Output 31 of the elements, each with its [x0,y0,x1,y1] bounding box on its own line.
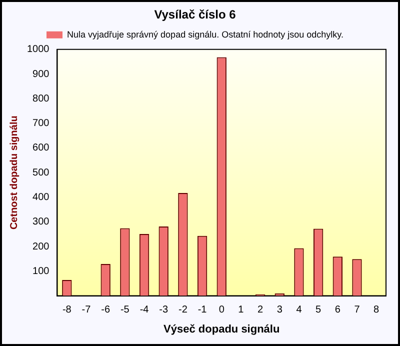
x-tick-label: -2 [178,304,188,316]
y-tick-label: 400 [32,192,50,203]
x-axis-title: Výseč dopadu signálu [164,323,280,336]
y-tick-label: 600 [32,142,50,154]
x-tick-label: -7 [82,304,92,316]
x-tick-label: -3 [159,304,168,316]
y-tick-label: 200 [32,241,50,252]
x-tick-label: 3 [276,304,283,316]
x-tick-label: 6 [334,304,341,316]
x-tick-label: 1 [238,304,244,316]
x-tick-label: 4 [296,304,302,316]
y-tick-label: 700 [32,118,50,130]
x-tick-label: 7 [354,304,360,316]
y-tick-label: 1000 [26,44,50,56]
x-tick-label: -1 [198,304,208,316]
x-tick-label: -5 [120,304,130,316]
y-tick-label: 900 [32,68,50,80]
y-axis-title: Cetnost dopadu signálu [8,116,20,230]
chart-title: Vysílač číslo 6 [154,8,236,22]
x-tick-label: 5 [316,304,322,316]
x-tick-label: -4 [140,304,150,316]
x-tick-label: 0 [218,304,225,316]
x-tick-label: -6 [101,304,110,316]
y-tick-label: 500 [32,167,50,178]
y-tick-label: 100 [32,266,50,277]
y-tick-label: 300 [32,216,50,228]
y-tick-label: 800 [32,93,50,104]
x-tick-label: 8 [374,304,380,316]
x-tick-label: 2 [258,304,264,316]
x-tick-label: -8 [62,304,72,316]
legend-label: Nula vyjadřuje správný dopad signálu. Ostatní hodnoty jsou odchylky. [67,29,344,40]
